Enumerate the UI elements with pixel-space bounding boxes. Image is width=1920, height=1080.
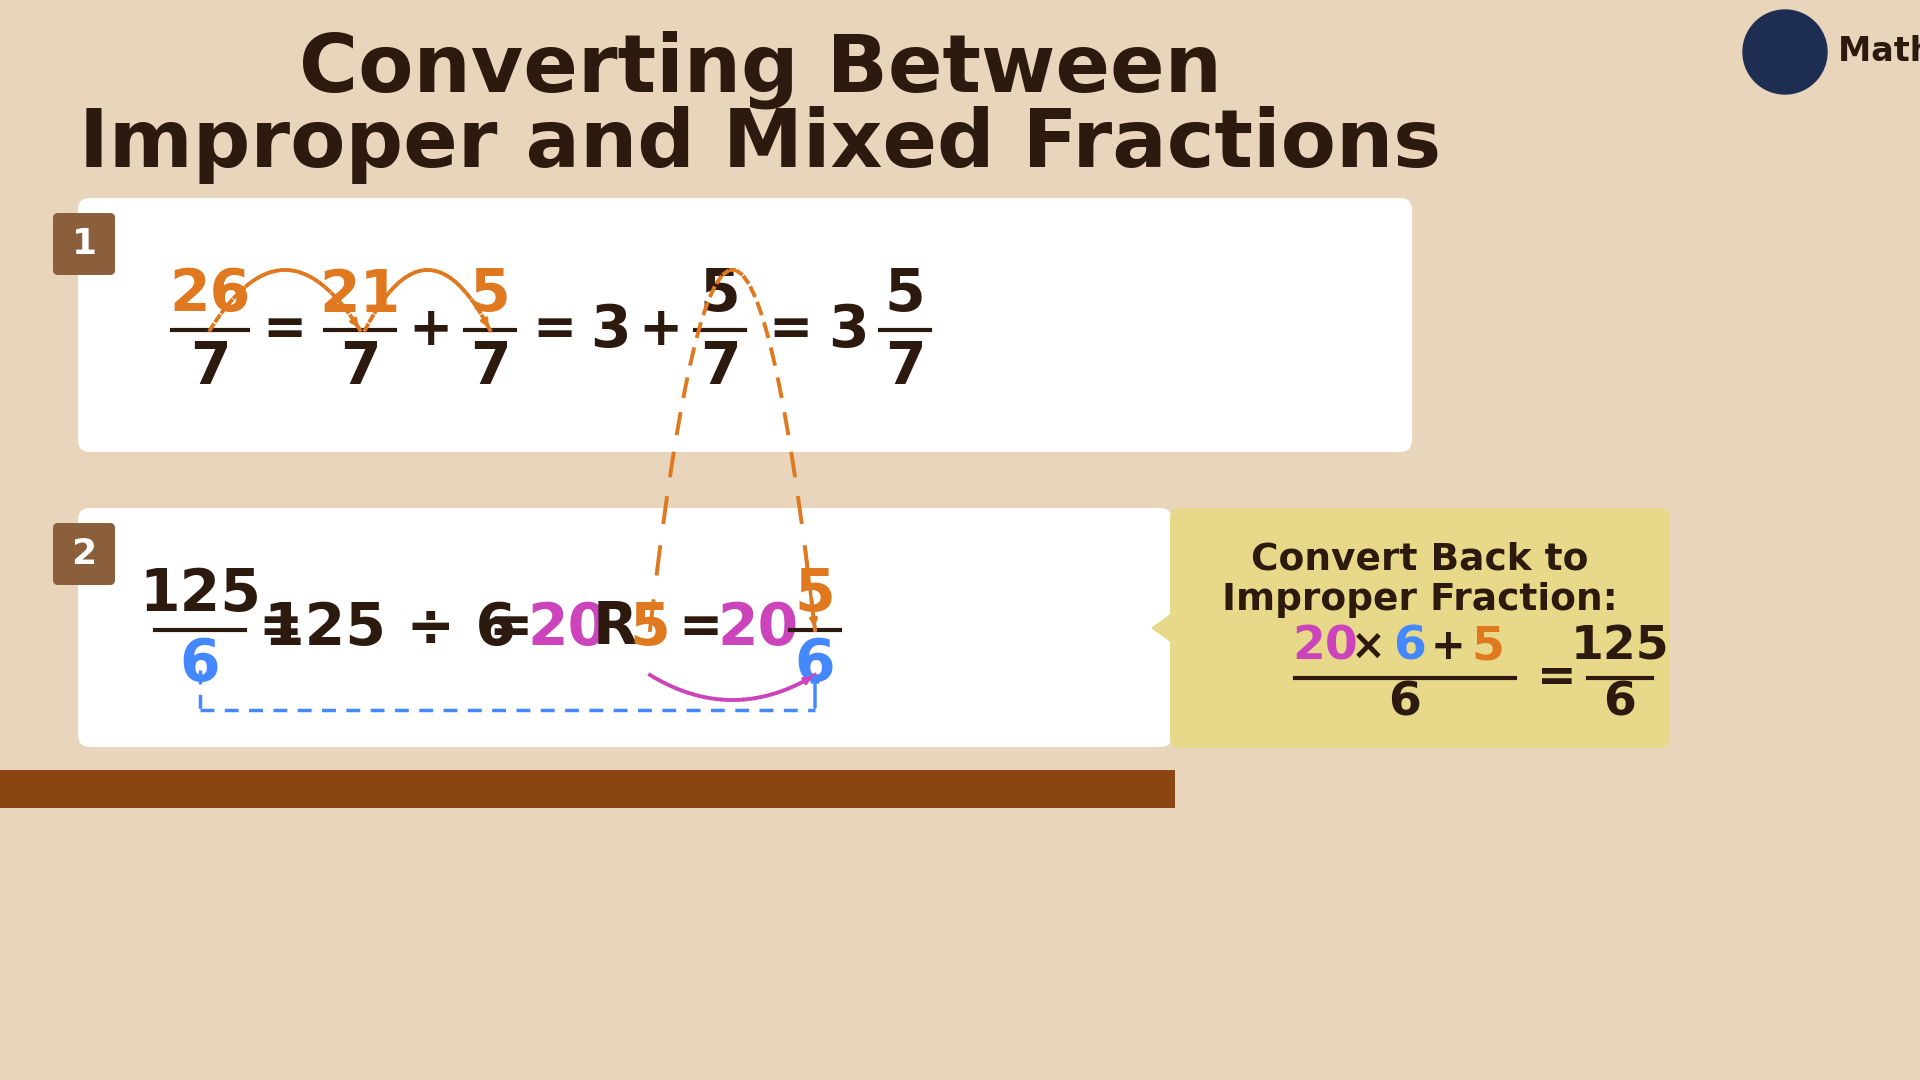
FancyBboxPatch shape [1169,508,1670,748]
Text: +: + [407,303,451,356]
Text: =: = [534,303,578,356]
Text: 7: 7 [699,339,741,396]
Text: ×: × [1350,626,1386,669]
Text: 5: 5 [885,267,925,324]
Text: 5: 5 [470,267,511,324]
Text: 6: 6 [1394,624,1427,670]
Text: Improper Fraction:: Improper Fraction: [1223,582,1619,618]
Text: 6: 6 [180,636,221,693]
Text: 2: 2 [71,537,96,571]
Text: =: = [257,602,301,654]
Text: 7: 7 [885,339,925,396]
Text: 3: 3 [828,301,868,359]
Text: 20: 20 [528,599,609,657]
Text: 125: 125 [138,567,261,623]
Text: 7: 7 [340,339,380,396]
Text: Improper and Mixed Fractions: Improper and Mixed Fractions [79,106,1442,184]
FancyBboxPatch shape [79,508,1171,747]
Text: =: = [1538,656,1576,701]
Text: 6: 6 [1603,680,1636,726]
Text: 20: 20 [718,599,799,657]
Text: 26: 26 [169,267,252,324]
Text: Converting Between: Converting Between [300,30,1221,109]
Text: 125: 125 [1571,624,1668,670]
Text: +: + [637,303,682,356]
Text: 21: 21 [319,267,401,324]
Text: 5: 5 [699,267,741,324]
Text: 7: 7 [190,339,230,396]
Text: 1: 1 [71,227,96,261]
Text: 3: 3 [589,301,630,359]
Text: 20: 20 [1292,624,1357,670]
Text: 7: 7 [470,339,511,396]
Text: 125 ÷ 6: 125 ÷ 6 [263,599,516,657]
Text: 5: 5 [795,567,835,623]
Text: 6: 6 [1388,680,1421,726]
Text: 5: 5 [630,599,670,657]
Text: +: + [1430,626,1465,669]
Text: Convert Back to: Convert Back to [1252,542,1588,578]
Text: =: = [768,303,812,356]
Text: R: R [593,599,637,657]
FancyBboxPatch shape [54,523,115,585]
Text: 6: 6 [795,636,835,693]
Text: =: = [263,303,307,356]
FancyBboxPatch shape [54,213,115,275]
Polygon shape [1152,608,1181,648]
FancyBboxPatch shape [0,770,1175,808]
FancyBboxPatch shape [79,198,1411,453]
Text: =: = [488,602,532,654]
Text: 5: 5 [1471,624,1505,670]
Text: =: = [678,602,722,654]
Circle shape [1743,10,1828,94]
Text: Maths Angel: Maths Angel [1837,36,1920,68]
